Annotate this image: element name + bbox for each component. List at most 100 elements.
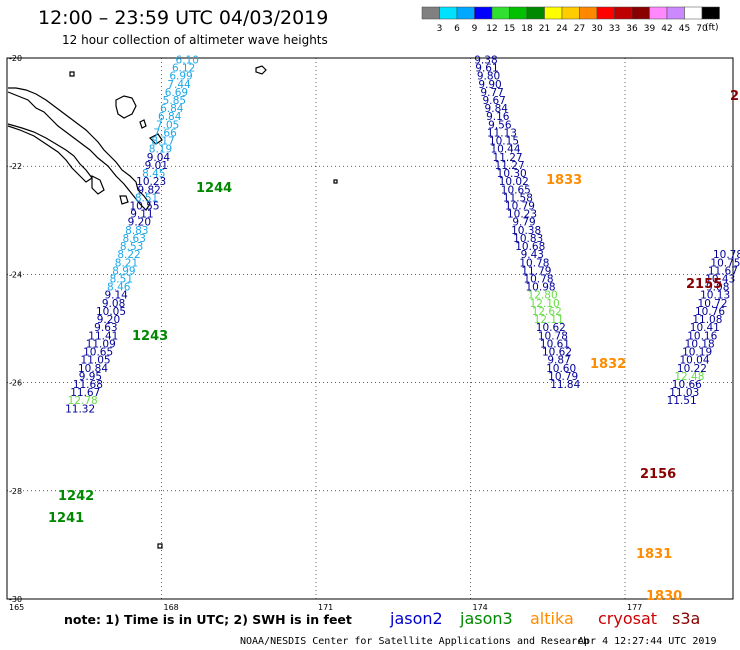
scale-label: 9 [472, 24, 478, 34]
wave-height-value: 8.46 [107, 282, 131, 294]
wave-height-value: 9.43 [521, 249, 544, 261]
wave-height-value: 9.80 [477, 71, 500, 83]
scale-unit: (ft) [705, 23, 719, 33]
wave-height-value: 10.61 [540, 338, 570, 350]
wave-height-value: 10.02 [499, 176, 529, 188]
wave-height-value: 10.72 [698, 298, 728, 310]
wave-height-value: 8.63 [123, 233, 146, 245]
scale-label: 21 [539, 24, 550, 34]
map-frame [6, 57, 734, 600]
wave-height-value: 10.79 [505, 200, 535, 212]
legend-altika: altika [530, 609, 574, 628]
scale-label: 12 [486, 24, 497, 34]
scale-label: 3 [437, 24, 443, 34]
wave-height-value: 6.84 [160, 103, 184, 115]
legend-cryosat: cryosat [598, 609, 657, 628]
wave-height-value: 10.13 [700, 290, 730, 302]
color-scale: 3 6 9 12 15 18 21 24 27 30 33 36 39 42 45 70 [421, 6, 720, 34]
wave-height-value: 9.08 [706, 282, 729, 294]
y-tick-label: -28 [9, 487, 22, 496]
x-tick-label: 168 [164, 603, 179, 612]
wave-height-value: 9.79 [512, 217, 535, 229]
wave-height-value: 9.90 [478, 79, 501, 91]
wave-height-value: 9.08 [102, 298, 125, 310]
wave-height-value: 10.30 [497, 168, 527, 180]
scale-label: 36 [626, 24, 638, 34]
scale-swatch [701, 6, 720, 20]
pass-label: 2156 [640, 467, 676, 482]
legend-jason2: jason2 [389, 609, 443, 628]
scale-label: 33 [609, 24, 620, 34]
wave-height-value: 8.19 [149, 144, 172, 156]
wave-height-value: 10.60 [546, 363, 576, 375]
wave-height-value: 11.79 [521, 265, 551, 277]
wave-height-value: 11.05 [81, 355, 111, 367]
wave-height-value: 11.67 [70, 387, 100, 399]
wave-height-value: 9.87 [547, 355, 570, 367]
scale-label: 27 [574, 24, 585, 34]
wave-height-value: 9.61 [475, 63, 498, 75]
wave-height-value: 10.78 [523, 274, 553, 286]
wave-height-value: 10.19 [682, 347, 712, 359]
wave-height-value: 11.84 [550, 379, 580, 391]
scale-label: 42 [661, 24, 672, 34]
wave-height-value: 9.01 [145, 160, 168, 172]
y-tick-label: -24 [9, 270, 22, 279]
wave-height-value: 10.44 [490, 144, 520, 156]
scale-label: 30 [591, 24, 603, 34]
wave-height-value: 10.15 [489, 136, 519, 148]
scale-label: 24 [556, 24, 568, 34]
scale-label: 15 [504, 24, 515, 34]
wave-height-value: 10.83 [513, 233, 543, 245]
wave-height-value: 8.83 [125, 225, 148, 237]
map-subtitle: 12 hour collection of altimeter wave hei… [62, 33, 328, 47]
x-tick-label: 165 [9, 603, 24, 612]
wave-height-value: 7.44 [167, 79, 191, 91]
pass-label: 2 [730, 89, 739, 104]
pass-label: 1832 [590, 357, 626, 372]
scale-swatch [596, 6, 615, 20]
wave-height-value: 6.99 [169, 71, 192, 83]
wave-height-value: 7.05 [156, 119, 179, 131]
wave-height-value: 10.22 [677, 363, 707, 375]
wave-height-value: 9.82 [137, 184, 160, 196]
wave-height-value: 11.09 [86, 338, 116, 350]
wave-height-value: 10.05 [96, 306, 126, 318]
wave-height-value: 10.16 [687, 330, 717, 342]
wave-height-value: 9.04 [147, 152, 171, 164]
y-tick-label: -30 [9, 595, 22, 604]
wave-height-value: 8.17 [151, 136, 174, 148]
wave-height-value: 11.58 [503, 192, 533, 204]
scale-label: 18 [521, 24, 533, 34]
altimeter-tracks: 6.106.126.997.446.695.856.846.847.057.66… [65, 54, 740, 415]
wave-height-value: 8.45 [142, 168, 165, 180]
wave-height-value: 12.48 [674, 371, 704, 383]
scale-label: 45 [679, 24, 690, 34]
wave-height-value: 7.66 [153, 127, 177, 139]
wave-height-value: 10.62 [536, 322, 566, 334]
wave-height-value: 6.12 [172, 63, 195, 75]
wave-height-value: 10.98 [526, 282, 556, 294]
wave-height-value: 12.11 [534, 314, 564, 326]
wave-height-value: 8.22 [117, 249, 140, 261]
wave-height-value: 11.41 [88, 330, 118, 342]
wave-height-value: 10.76 [695, 306, 725, 318]
x-tick-label: 171 [318, 603, 333, 612]
x-tick-label: 177 [627, 603, 642, 612]
wave-height-value: 12.78 [68, 395, 98, 407]
y-tick-label: -22 [9, 162, 22, 171]
wave-height-value: 9.67 [482, 95, 505, 107]
legend-note: note: 1) Time is in UTC; 2) SWH is in fe… [64, 612, 352, 627]
map-title: 12:00 – 23:59 UTC 04/03/2019 [38, 7, 328, 29]
wave-height-value: 10.23 [507, 209, 537, 221]
wave-height-value: 8.99 [112, 265, 135, 277]
wave-height-value: 12.80 [528, 290, 558, 302]
scale-swatch [614, 6, 633, 20]
wave-height-value: 11.27 [493, 152, 523, 164]
axis-ticks: 165 168 171 174 177 -20 -22 -24 -26 -28 -30 [9, 54, 642, 612]
wave-height-value: 9.84 [485, 103, 509, 115]
wave-height-value: 9.16 [486, 111, 510, 123]
wave-height-value: 10.75 [710, 257, 740, 269]
wave-height-value: 10.78 [519, 257, 549, 269]
wave-height-value: 8.21 [115, 257, 138, 269]
